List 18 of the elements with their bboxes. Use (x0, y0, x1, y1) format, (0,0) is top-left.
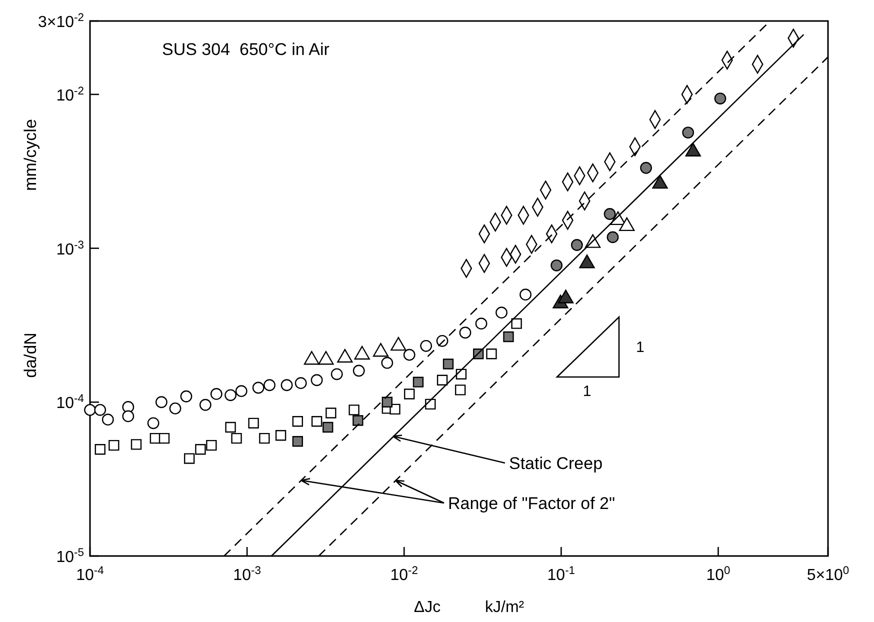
x-tick-label: 10$^{-3}$ (233, 565, 261, 584)
annotation: 1 (636, 339, 644, 356)
annotation: 1 (582, 383, 592, 400)
x-tick-label: 10$^{-4}$ (76, 565, 104, 584)
x-tick-label: 10$^{-1}$ (547, 565, 576, 584)
y-tick-label: 10$^{-5}$ (56, 547, 84, 566)
y-tick-label: 10$^{-3}$ (56, 239, 84, 258)
y-axis-title: da/dN mm/cycle (21, 119, 40, 378)
annotation: Static Creep (509, 454, 603, 473)
annotation: Range of "Factor of 2" (448, 494, 616, 513)
x-axis-title: ΔJc kJ/m² (414, 599, 525, 616)
x-tick-label: 5×10$^{0}$ (806, 565, 850, 584)
x-tick-label: 10$^{-2}$ (390, 565, 418, 584)
y-tick-label: 10$^{-4}$ (56, 393, 84, 412)
annotation: SUS 304 650°C in Air (162, 40, 330, 59)
y-tick-label: 3×10$^{-2}$ (38, 12, 84, 31)
y-tick-label: 10$^{-2}$ (56, 85, 84, 104)
x-tick-label: 10$^{0}$ (706, 565, 730, 584)
